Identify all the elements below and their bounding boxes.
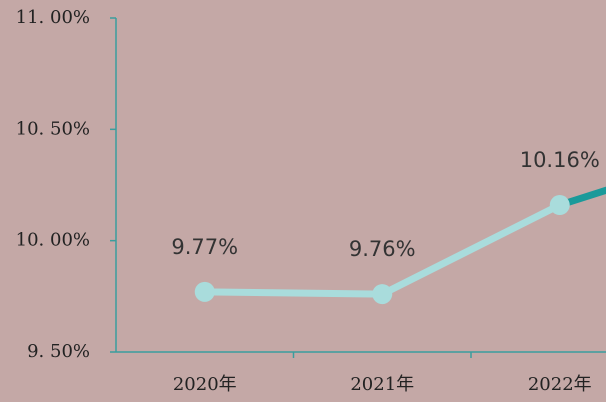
data-label: 10.16% <box>520 148 600 172</box>
y-tick-label: 9. 50% <box>27 341 90 362</box>
x-tick-label: 2021年 <box>350 374 414 395</box>
y-tick-label: 10. 00% <box>16 230 90 251</box>
point <box>372 284 393 305</box>
x-tick-label: 2022年 <box>528 374 592 395</box>
point <box>549 195 570 216</box>
x-tick-label: 2020年 <box>173 374 237 395</box>
data-label: 9.76% <box>349 237 416 261</box>
data-label: 9.77% <box>171 235 238 259</box>
y-tick-label: 11. 00% <box>16 7 90 28</box>
y-tick-label: 10. 50% <box>16 118 90 139</box>
point <box>194 281 215 302</box>
